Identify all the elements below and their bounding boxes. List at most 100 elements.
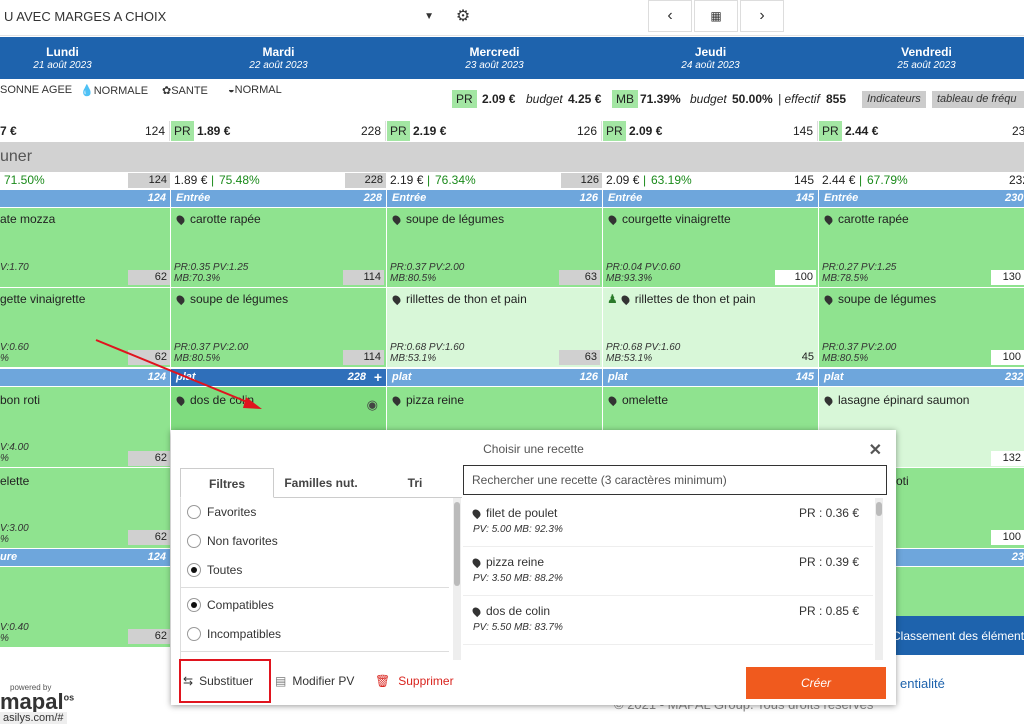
modifier-pv-button[interactable]: ▤ Modifier PV: [275, 674, 354, 688]
supprimer-button[interactable]: 🗑 Supprimer: [375, 674, 454, 688]
plat-item[interactable]: omelette: [603, 387, 818, 430]
scroll-thumb[interactable]: [454, 502, 460, 586]
recipe-name: carotte rapée: [190, 212, 261, 226]
recipe-pr: PR : 0.39 €: [798, 555, 859, 569]
calendar-button[interactable]: ▦: [694, 0, 738, 32]
recipe-name: bon roti: [0, 393, 41, 407]
meal-stat-mb: 76.34%: [435, 173, 476, 187]
entree-header-2: Entrée 126: [387, 190, 602, 207]
person-icon: ♟: [607, 292, 618, 306]
pin-icon: [470, 606, 483, 618]
plat-item[interactable]: bon roti V:4.00 % 62: [0, 387, 170, 467]
day-date: 25 août 2023: [897, 60, 956, 71]
recipe-name: soupe de légumes: [406, 212, 505, 226]
tableau-frequence-button[interactable]: tableau de fréqu: [932, 91, 1024, 108]
tab-filtres[interactable]: Filtres: [180, 468, 274, 498]
entree-item[interactable]: soupe de légumes PR:0.37 PV:2.00 MB:80.5…: [171, 288, 386, 367]
recipe-count: 63: [559, 350, 600, 365]
filter-favorites[interactable]: Favorites: [181, 498, 449, 527]
radio[interactable]: [187, 505, 201, 519]
gear-icon[interactable]: ⚙: [455, 8, 471, 25]
meal-stat-pr: 2.19 €: [390, 173, 424, 187]
recipe-name: carotte rapée: [838, 212, 909, 226]
recipe-count: 62: [128, 629, 170, 644]
filter-compatibles[interactable]: Compatibles: [181, 591, 449, 620]
recipe-item[interactable]: pizza reine PV: 3.50 MB: 88.2% PR : 0.39…: [463, 547, 873, 596]
pin-icon: [619, 294, 631, 306]
choose-recipe-modal: Choisir une recette ✕ Filtres Familles n…: [171, 430, 896, 705]
recipe-search-input[interactable]: Rechercher une recette (3 caractères min…: [463, 465, 887, 495]
day-total-count: 228: [360, 124, 381, 138]
recipe-pr: PR:0.35 PV:1.25: [174, 262, 249, 273]
recipe-name-wrap: carotte rapée: [822, 212, 909, 226]
radio[interactable]: [187, 534, 201, 548]
plat-item[interactable]: pizza reine: [387, 387, 602, 430]
modal-title: Choisir une recette: [483, 442, 584, 456]
recipe-pr: PR : 0.36 €: [798, 506, 859, 520]
close-icon[interactable]: ✕: [868, 442, 882, 459]
day-name: Lundi: [46, 45, 79, 59]
plat-item[interactable]: elette V:3.00 % 62: [0, 468, 170, 548]
pin-icon: [822, 395, 835, 407]
indicateurs-button[interactable]: Indicateurs: [862, 91, 926, 108]
substituer-button[interactable]: ⇆ Substituer: [183, 674, 253, 688]
menu-select[interactable]: U AVEC MARGES A CHOIX ▼: [0, 6, 440, 28]
recipe-pr: V:3.00: [0, 523, 29, 534]
filter-incompatibles[interactable]: Incompatibles: [181, 620, 449, 649]
tag-texture-label: NORMALE: [93, 85, 149, 97]
next-week-button[interactable]: ›: [740, 0, 784, 32]
plat-item[interactable]: lasagne épinard saumon 132: [819, 387, 1024, 467]
scroll-thumb[interactable]: [876, 502, 882, 516]
day-total-pr-label: PR: [387, 121, 410, 141]
entree-item[interactable]: carotte rapée PR:0.35 PV:1.25 MB:70.3% 1…: [171, 208, 386, 287]
recipe-count: 62: [128, 350, 170, 365]
footer-link[interactable]: entialité: [900, 676, 945, 691]
modifier-label: Modifier PV: [292, 674, 355, 688]
eye-icon[interactable]: ◉: [366, 397, 378, 412]
entree-item[interactable]: soupe de légumes PR:0.37 PV:2.00 MB:80.5…: [819, 288, 1024, 367]
entree-label: Entrée: [608, 192, 643, 204]
tab-familles[interactable]: Familles nut.: [284, 476, 358, 490]
entree-item[interactable]: ate mozza V:1.70 62: [0, 208, 170, 287]
entree-item[interactable]: rillettes de thon et pain PR:0.68 PV:1.6…: [387, 288, 602, 367]
recipe-item[interactable]: dos de colin PV: 5.50 MB: 83.7% PR : 0.8…: [463, 596, 873, 645]
meal-stat-pr: 2.09 €: [606, 173, 640, 187]
recipe-mb: MB:53.1%: [606, 353, 653, 364]
plat-item-selected[interactable]: dos de colin ◉: [171, 387, 386, 430]
radio-checked[interactable]: [187, 598, 201, 612]
creer-button[interactable]: Créer: [746, 667, 886, 699]
day-date: 23 août 2023: [465, 60, 524, 71]
swap-icon: ⇆: [183, 674, 194, 688]
summary-pr-label: PR: [452, 90, 477, 108]
meal-stat-2: 2.19 € | 76.34% 126: [387, 172, 602, 189]
meal-stat-pr: 2.44 €: [822, 173, 856, 187]
entree-item[interactable]: gette vinaigrette V:0.60 % 62: [0, 288, 170, 367]
third-count: 23: [1011, 551, 1024, 563]
add-icon[interactable]: +: [373, 369, 382, 385]
tab-tri[interactable]: Tri: [407, 476, 423, 490]
recipe-name-wrap: courgette vinaigrette: [606, 212, 731, 226]
filter-scrollbar[interactable]: [453, 498, 461, 660]
entree-item[interactable]: courgette vinaigrette PR:0.04 PV:0.60 MB…: [603, 208, 818, 287]
third-item[interactable]: V:0.40 % 62: [0, 567, 170, 647]
highlight-box: [179, 659, 271, 703]
prev-week-button[interactable]: ‹: [648, 0, 692, 32]
meal-stat-count: 228: [345, 173, 386, 188]
entree-item[interactable]: ♟ rillettes de thon et pain PR:0.68 PV:1.…: [603, 288, 818, 367]
plat-item[interactable]: oti 100: [896, 468, 1024, 548]
third-header-5: 23: [896, 549, 1024, 566]
third-item[interactable]: [896, 567, 1024, 616]
classement-button[interactable]: Classement des éléments: [888, 616, 1024, 656]
entree-item[interactable]: soupe de légumes PR:0.37 PV:2.00 MB:80.5…: [387, 208, 602, 287]
pin-icon: [174, 214, 187, 226]
filter-non-favorites[interactable]: Non favorites: [181, 527, 449, 556]
radio-checked[interactable]: [187, 563, 201, 577]
filter-toutes[interactable]: Toutes: [181, 556, 449, 585]
entree-label: Entrée: [392, 192, 427, 204]
meal-stat-mb: 63.19%: [651, 173, 692, 187]
recipe-item[interactable]: filet de poulet PV: 5.00 MB: 92.3% PR : …: [463, 498, 873, 547]
entree-item[interactable]: carotte rapée PR:0.27 PV:1.25 MB:78.5% 1…: [819, 208, 1024, 287]
day-total-pr-label: PR: [603, 121, 626, 141]
radio[interactable]: [187, 627, 201, 641]
recipe-scrollbar[interactable]: [875, 498, 883, 660]
